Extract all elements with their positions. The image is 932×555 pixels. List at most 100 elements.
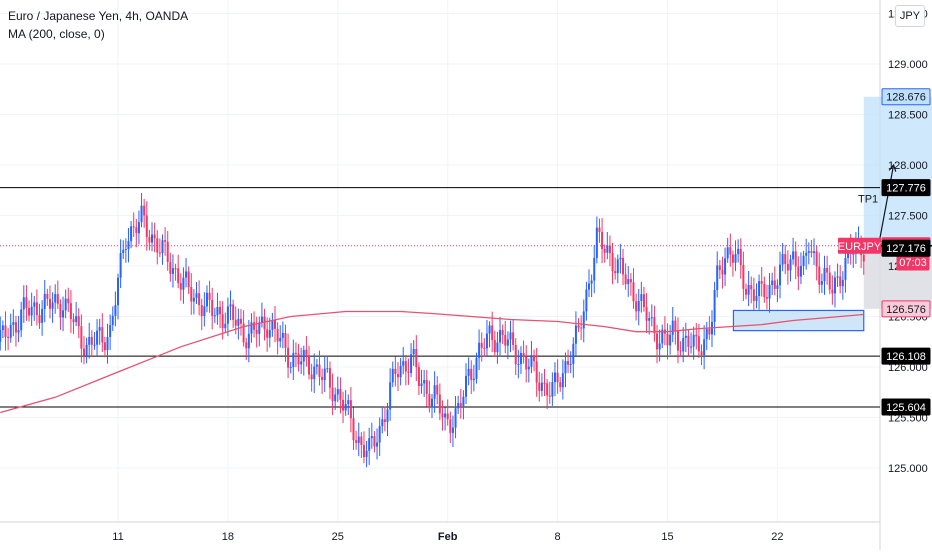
candle-body [135,227,138,234]
candle-body [758,281,761,297]
candle-body [561,373,564,388]
candle-body [72,319,75,323]
candle-body [48,298,51,309]
candle-body [611,253,614,272]
candle-body [582,311,585,329]
candle-body [697,336,700,352]
currency-button[interactable]: JPY [895,5,925,27]
candle-body [760,281,763,284]
candle-body [797,266,800,277]
time-tick-label: 11 [112,531,123,543]
candle-body [101,327,104,343]
candle-body [815,251,818,267]
candle-body [721,269,724,275]
candle-body [122,249,125,254]
candle-body [54,294,57,303]
candle-body [56,294,59,304]
candle-body [399,365,402,378]
price-tick-label: 128.000 [888,160,928,172]
candle-body [394,368,397,375]
candle-body [423,380,426,384]
candle-body [213,315,216,317]
candle-body [7,336,10,338]
candle-body [132,226,135,228]
candle-body [624,274,627,285]
candle-body [666,333,669,346]
candle-body [33,302,36,307]
candle-body [179,283,182,290]
candle-body [506,339,509,346]
ma-indicator-label[interactable]: MA (200, close, 0) [8,27,105,41]
candle-body [807,251,810,253]
candle-body [344,404,347,411]
candle-body [755,296,758,301]
candle-body [67,298,70,304]
candle-body [627,279,630,285]
candle-body [650,317,653,319]
arrow-line[interactable] [878,164,895,241]
candle-body [137,222,140,234]
candle-body [768,284,771,299]
price-label-text: 126.576 [886,304,926,316]
candle-body [527,366,530,370]
candle-body [200,305,203,317]
candle-body [25,297,28,308]
candle-body [431,398,433,408]
candle-body [737,248,740,255]
candle-body [446,413,449,420]
candle-body [237,318,240,326]
candle-body [540,382,543,391]
candle-body [41,308,44,323]
candle-body [69,303,72,320]
candle-body [310,374,313,380]
candle-body [826,267,829,273]
candle-body [30,306,33,316]
candle-body [247,333,250,349]
candle-body [169,262,172,274]
candle-body [402,361,405,366]
candle-body [692,334,695,347]
candle-body [355,440,358,443]
candle-body [784,254,787,265]
symbol-badge-text: EURJPY [838,241,882,253]
candle-body [745,288,747,295]
candle-body [9,324,12,338]
candle-body [802,255,805,266]
candle-body [0,329,2,342]
candle-body [229,304,232,307]
candle-body [96,330,99,345]
candle-body [794,251,797,267]
candle-body [485,333,488,349]
candle-body [119,253,122,278]
candle-body [255,329,258,334]
symbol-badge[interactable] [838,237,881,254]
candle-body [519,353,522,364]
candle-body [114,305,117,316]
candle-body [219,306,222,315]
candle-body [46,293,49,299]
candle-body [80,326,83,349]
candle-body [661,329,664,344]
candle-body [308,355,311,375]
candle-body [805,252,808,256]
candle-body [488,325,491,334]
candle-body [297,353,300,365]
candle-body [323,368,326,380]
candle-body [420,383,423,387]
moving-average-line[interactable] [0,310,864,414]
candle-body [226,306,229,324]
candle-body [632,282,635,302]
candle-body [127,241,130,249]
candle-body [779,264,782,286]
candle-body [276,328,279,342]
candle-body [619,257,622,260]
candle-body [158,252,161,254]
target-zone[interactable] [863,96,932,246]
price-tick-label: 125.500 [888,413,928,425]
candle-body [130,226,133,242]
candle-body [90,336,93,345]
candle-body [475,357,478,379]
candle-body [376,442,379,447]
candle-body [140,205,143,223]
